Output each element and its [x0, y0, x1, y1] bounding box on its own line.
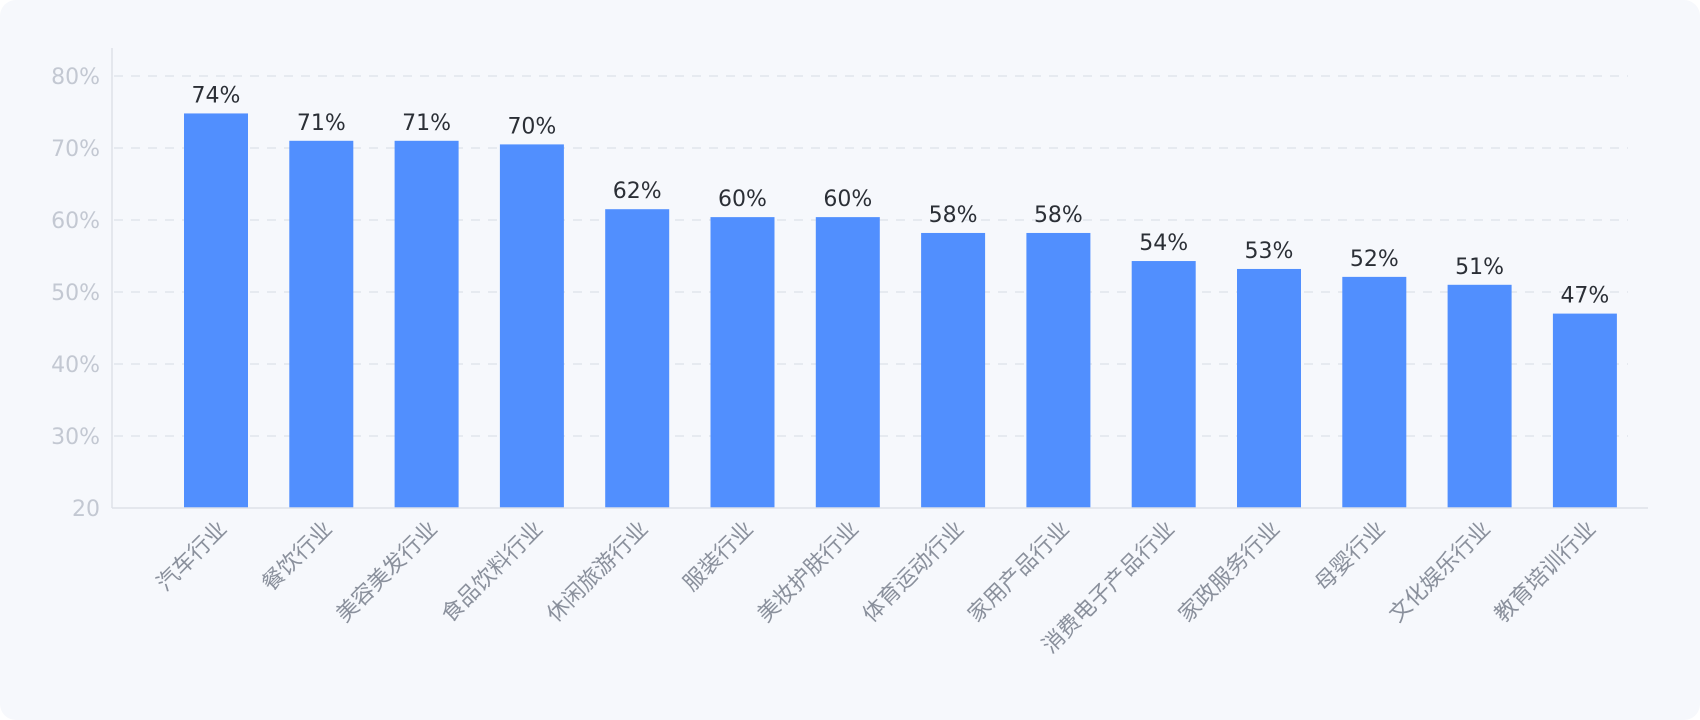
data-label: 53% [1245, 239, 1294, 264]
data-label: 60% [718, 187, 767, 212]
y-tick-label: 20 [72, 497, 100, 522]
bars [184, 113, 1617, 509]
category-label: 教育培训行业 [1490, 517, 1601, 628]
y-tick-labels: 20 30% 40% 50% 60% 70% 80% [51, 65, 100, 522]
category-label: 食品饮料行业 [437, 517, 548, 628]
category-label: 汽车行业 [152, 517, 232, 597]
bar [289, 140, 354, 509]
category-label: 餐饮行业 [258, 517, 338, 597]
category-label: 休闲旅游行业 [542, 517, 653, 628]
category-label: 母婴行业 [1311, 517, 1391, 597]
data-label: 58% [929, 203, 978, 228]
y-tick-label: 50% [51, 281, 100, 306]
axes [111, 48, 1648, 509]
y-tick-label: 70% [51, 137, 100, 162]
bar [605, 209, 670, 508]
category-label: 美容美发行业 [332, 517, 443, 628]
data-label: 71% [297, 111, 346, 136]
category-label: 服装行业 [679, 517, 759, 597]
data-label: 62% [613, 179, 662, 204]
y-tick-label: 60% [51, 209, 100, 234]
bar [1342, 276, 1407, 508]
data-labels: 74% 71% 71% 70% 62% 60% 60% 58% 58% 54% 53% 52% 51% 4… [192, 83, 1610, 308]
bar [394, 140, 459, 509]
data-label: 52% [1350, 247, 1399, 272]
data-label: 54% [1139, 231, 1188, 256]
bar [1552, 313, 1617, 508]
data-label: 51% [1455, 255, 1504, 280]
y-tick-label: 30% [51, 425, 100, 450]
bar [1447, 284, 1512, 508]
bar [1237, 268, 1301, 508]
bar [921, 232, 986, 508]
data-label: 47% [1560, 284, 1609, 309]
bar [499, 144, 564, 508]
category-label: 美妆护肤行业 [753, 517, 864, 628]
y-tick-label: 40% [51, 353, 100, 378]
data-label: 60% [823, 187, 872, 212]
bar [815, 217, 880, 508]
category-label: 家用产品行业 [964, 517, 1075, 628]
bar [1131, 261, 1196, 508]
category-label: 家政服务行业 [1174, 517, 1285, 628]
bar [184, 113, 248, 508]
category-label: 体育运动行业 [858, 517, 969, 628]
category-label: 文化娱乐行业 [1385, 517, 1496, 628]
data-label: 58% [1034, 203, 1083, 228]
data-label: 70% [507, 114, 556, 139]
bar [710, 217, 775, 508]
y-tick-label: 80% [51, 65, 100, 90]
data-label: 74% [192, 83, 241, 108]
data-label: 71% [402, 111, 451, 136]
bar [1026, 232, 1091, 508]
